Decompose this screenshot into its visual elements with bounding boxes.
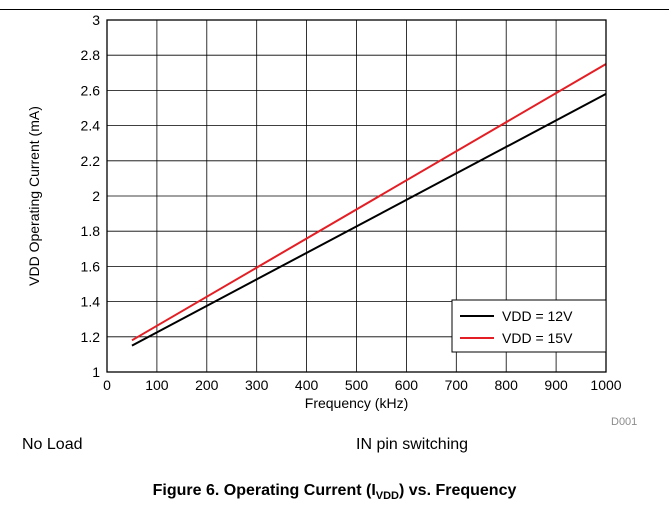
y-tick-label: 1.6 — [81, 258, 101, 274]
legend-label-2: VDD = 15V — [502, 330, 573, 346]
y-tick-label: 2.8 — [81, 47, 101, 63]
y-tick-label: 1.2 — [81, 329, 101, 345]
x-tick-label: 300 — [245, 377, 269, 393]
legend: VDD = 12V VDD = 15V — [451, 299, 607, 353]
y-tick-label: 2.4 — [81, 118, 101, 134]
series-lines — [131, 63, 607, 347]
x-tick-label: 1000 — [590, 377, 621, 393]
plot-frame — [106, 19, 607, 373]
legend-label-1: VDD = 12V — [502, 308, 573, 324]
figure-caption: Figure 6. Operating Current (IVDD) vs. F… — [152, 482, 517, 503]
x-tick-label: 800 — [495, 377, 519, 393]
x-tick-label: 500 — [345, 377, 369, 393]
x-tick-label: 600 — [395, 377, 419, 393]
x-tick-label: 400 — [295, 377, 319, 393]
y-tick-label: 3 — [92, 12, 100, 28]
y-tick-label: 2 — [92, 188, 100, 204]
series-line-2 — [131, 63, 607, 342]
tick-labels: 0 100 200 300 400 500 600 700 800 900 1000 1 1.2 1.4 1… — [81, 12, 622, 393]
x-tick-label: 200 — [195, 377, 219, 393]
top-rule — [0, 9, 669, 10]
y-tick-label: 2.6 — [81, 82, 101, 98]
y-tick-label: 1 — [92, 364, 100, 380]
x-tick-label: 700 — [445, 377, 469, 393]
y-tick-label: 2.2 — [81, 153, 101, 169]
x-tick-label: 100 — [145, 377, 169, 393]
note-no-load: No Load — [22, 436, 83, 453]
y-tick-label: 1.4 — [81, 294, 101, 310]
series-line-1 — [131, 93, 607, 347]
x-tick-label: 0 — [103, 377, 111, 393]
x-axis-label: Frequency (kHz) — [305, 395, 408, 411]
legend-box — [451, 299, 607, 353]
x-tick-label: 900 — [544, 377, 568, 393]
figure-code: D001 — [611, 416, 638, 428]
y-axis-label: VDD Operating Current (mA) — [26, 106, 42, 286]
y-tick-label: 1.8 — [81, 223, 101, 239]
line-chart: 0 100 200 300 400 500 600 700 800 900 1000 1 1.2 1.4 1… — [26, 12, 622, 411]
note-in-pin-switching: IN pin switching — [356, 436, 469, 453]
